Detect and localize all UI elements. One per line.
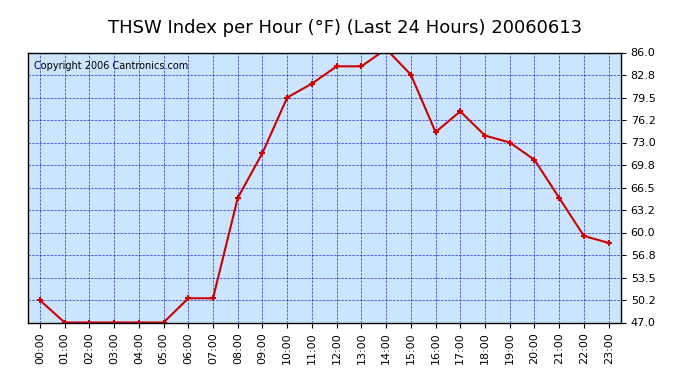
Text: THSW Index per Hour (°F) (Last 24 Hours) 20060613: THSW Index per Hour (°F) (Last 24 Hours)… bbox=[108, 19, 582, 37]
Text: Copyright 2006 Cantronics.com: Copyright 2006 Cantronics.com bbox=[34, 61, 188, 70]
